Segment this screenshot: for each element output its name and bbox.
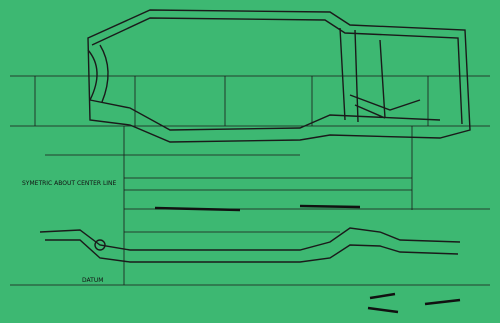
side-rail-bottom: [45, 239, 459, 263]
frame-plan-view: [87, 9, 471, 143]
frame-side-view: [39, 227, 461, 263]
x-brace: [349, 94, 421, 119]
obscured-labels: [154, 204, 461, 314]
datum-label: DATUM: [82, 277, 103, 284]
frame-rail-inner: [91, 17, 463, 125]
scribble: [369, 292, 396, 300]
scribble: [367, 306, 399, 314]
scribble: [424, 298, 461, 306]
vertical-dimensions: [34, 76, 429, 285]
scribble: [299, 204, 361, 209]
frame-rail-lower: [89, 99, 441, 131]
center-note: SYMETRIC ABOUT CENTER LINE: [22, 180, 117, 187]
front-crossmember: [87, 44, 109, 103]
side-rail-top: [39, 227, 461, 251]
mount: [94, 239, 106, 251]
scribble: [154, 206, 241, 212]
frame-outline: [87, 9, 471, 143]
